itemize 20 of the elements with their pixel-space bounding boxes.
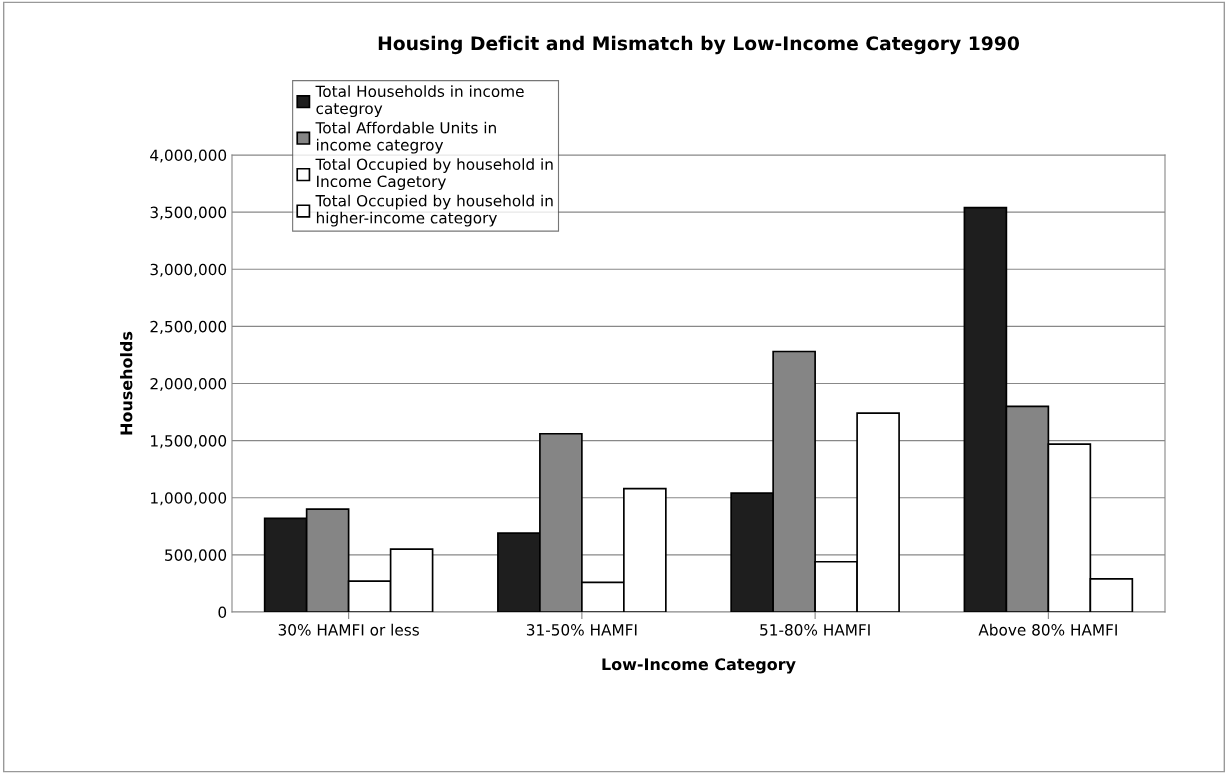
y-tick-label: 2,500,000 (150, 320, 227, 334)
x-axis-title: Low-Income Category (602, 658, 796, 674)
x-tick-label: 31-50% HAMFI (526, 624, 637, 636)
legend-label: Total Occupied by household in higher-income category (315, 194, 553, 227)
y-tick-label: 500,000 (165, 549, 227, 563)
x-tick-label: Above 80% HAMFI (978, 623, 1117, 636)
legend-label: Total Affordable Units in income categroy (315, 121, 496, 154)
chart-title: Housing Deficit and Mismatch by Low-Income Category 1990 (378, 35, 1020, 55)
y-tick-label: 1,500,000 (151, 435, 227, 449)
y-tick-label: 4,000,000 (150, 149, 227, 163)
x-tick-label: 51-80% HAMFI (760, 624, 870, 636)
y-tick-label: 1,000,000 (151, 492, 227, 506)
legend-label: Total Occupied by household in Income Cagetory (315, 158, 553, 191)
y-axis-title: Households (120, 331, 133, 435)
legend-label: Total Households in income categroy (315, 85, 524, 118)
y-tick-label: 0 (218, 606, 227, 619)
y-tick-label: 3,500,000 (150, 206, 227, 220)
x-tick-label: 30% HAMFI or less (278, 623, 419, 636)
y-tick-label: 3,000,000 (150, 263, 227, 277)
y-tick-label: 2,000,000 (150, 377, 227, 392)
